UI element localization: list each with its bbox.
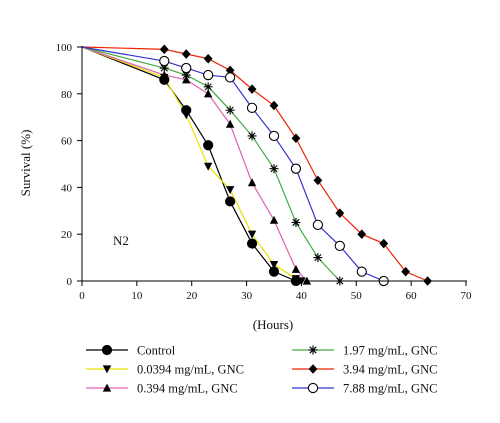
y-tick-label: 100: [56, 42, 73, 54]
x-tick-label: 50: [351, 290, 363, 302]
x-tick-label: 20: [186, 290, 198, 302]
data-point-7-88-mg-ml-gnc: [268, 130, 280, 142]
data-point-7-88-mg-ml-gnc: [203, 69, 214, 81]
legend: Control 0.0394 mg/mL, GNC 0.394 mg/mL, GNC…: [86, 344, 437, 396]
y-tick-label: 60: [61, 136, 73, 148]
x-axis-title: (Hours): [253, 317, 293, 332]
data-point-0-394-mg-ml-gnc: [160, 70, 169, 79]
legend-item-7-88-mg-ml-gnc: 7.88 mg/mL, GNC: [292, 382, 437, 396]
data-point-3-94-mg-ml-gnc: [247, 84, 257, 94]
data-point-0-394-mg-ml-gnc: [291, 264, 301, 273]
strain-annotation: N2: [113, 233, 129, 248]
data-point-3-94-mg-ml-gnc: [269, 100, 279, 111]
data-point-0-394-mg-ml-gnc: [247, 178, 257, 187]
data-point-0-394-mg-ml-gnc: [225, 119, 235, 128]
legend-label: Control: [137, 344, 176, 358]
legend-item-3-94-mg-ml-gnc: 3.94 mg/mL, GNC: [292, 363, 437, 377]
legend-item-0-0394-mg-ml-gnc: 0.0394 mg/mL, GNC: [86, 363, 244, 377]
legend-item-1-97-mg-ml-gnc: 1.97 mg/mL, GNC: [292, 344, 437, 358]
legend-item-0-394-mg-ml-gnc: 0.394 mg/mL, GNC: [86, 382, 238, 396]
series-line-1-97-mg-ml-gnc: [81, 46, 341, 282]
legend-item-control: Control: [86, 344, 176, 358]
data-point-3-94-mg-ml-gnc: [203, 53, 213, 64]
data-point-7-88-mg-ml-gnc: [181, 62, 192, 74]
legend-marker: [308, 364, 318, 374]
y-tick-label: 40: [61, 182, 73, 194]
data-point-7-88-mg-ml-gnc: [159, 55, 170, 67]
legend-label: 7.88 mg/mL, GNC: [343, 382, 437, 396]
x-tick-label: 30: [241, 290, 253, 302]
data-point-control: [203, 140, 214, 151]
data-point-7-88-mg-ml-gnc: [246, 102, 258, 113]
legend-label: 0.0394 mg/mL, GNC: [137, 363, 244, 377]
x-tick-label: 10: [131, 290, 143, 302]
data-point-0-0394-mg-ml-gnc: [203, 162, 213, 171]
x-tick-label: 40: [296, 290, 308, 302]
data-point-0-394-mg-ml-gnc: [269, 215, 279, 224]
y-axis-title: Survival (%): [18, 130, 33, 197]
data-point-3-94-mg-ml-gnc: [159, 44, 169, 55]
data-point-1-97-mg-ml-gnc: [225, 105, 235, 115]
data-point-3-94-mg-ml-gnc: [181, 49, 191, 59]
data-point-control: [246, 238, 258, 249]
data-point-3-94-mg-ml-gnc: [379, 238, 389, 249]
data-point-0-0394-mg-ml-gnc: [247, 230, 257, 239]
data-point-1-97-mg-ml-gnc: [313, 253, 323, 263]
y-tick-label: 0: [67, 276, 73, 288]
y-tick-label: 80: [61, 89, 73, 101]
data-point-7-88-mg-ml-gnc: [312, 219, 324, 230]
legend-label: 3.94 mg/mL, GNC: [343, 363, 437, 377]
data-point-7-88-mg-ml-gnc: [334, 240, 345, 252]
data-point-3-94-mg-ml-gnc: [291, 133, 301, 144]
x-tick-label: 60: [406, 290, 418, 302]
data-point-7-88-mg-ml-gnc: [356, 266, 367, 277]
data-point-0-0394-mg-ml-gnc: [225, 186, 235, 195]
y-tick-label: 20: [61, 229, 73, 241]
data-point-3-94-mg-ml-gnc: [357, 229, 367, 239]
data-point-1-97-mg-ml-gnc: [203, 82, 213, 92]
data-point-3-94-mg-ml-gnc: [335, 208, 345, 218]
data-point-3-94-mg-ml-gnc: [401, 266, 411, 277]
data-point-3-94-mg-ml-gnc: [313, 175, 323, 186]
data-point-0-394-mg-ml-gnc: [203, 89, 213, 98]
legend-marker: [101, 344, 113, 356]
x-tick-label: 70: [461, 290, 473, 302]
x-tick-label: 0: [79, 290, 85, 302]
series-markers: [159, 44, 432, 287]
data-point-7-88-mg-ml-gnc: [224, 72, 236, 83]
legend-marker: [307, 382, 319, 394]
data-point-1-97-mg-ml-gnc: [247, 131, 257, 141]
data-point-0-0394-mg-ml-gnc: [269, 261, 279, 270]
legend-marker: [102, 383, 112, 392]
legend-marker: [102, 365, 112, 374]
legend-marker: [308, 345, 318, 355]
data-point-1-97-mg-ml-gnc: [291, 218, 301, 227]
data-point-1-97-mg-ml-gnc: [269, 164, 279, 174]
data-point-1-97-mg-ml-gnc: [159, 63, 169, 73]
axes: 0 10 20 30 40 50 60 70 0 20 40 60 80 100: [56, 42, 473, 302]
legend-label: 1.97 mg/mL, GNC: [343, 344, 437, 358]
legend-label: 0.394 mg/mL, GNC: [137, 382, 238, 396]
data-point-0-0394-mg-ml-gnc: [182, 111, 191, 120]
data-point-control: [225, 196, 236, 207]
data-point-7-88-mg-ml-gnc: [290, 163, 302, 174]
data-point-0-0394-mg-ml-gnc: [291, 275, 301, 284]
